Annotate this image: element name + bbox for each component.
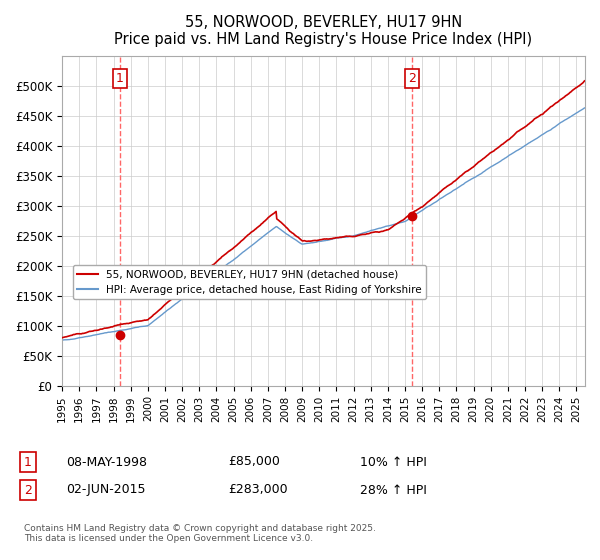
- Text: Contains HM Land Registry data © Crown copyright and database right 2025.
This d: Contains HM Land Registry data © Crown c…: [24, 524, 376, 543]
- Text: £283,000: £283,000: [228, 483, 287, 497]
- Text: 08-MAY-1998: 08-MAY-1998: [66, 455, 147, 469]
- Text: 28% ↑ HPI: 28% ↑ HPI: [360, 483, 427, 497]
- Text: 1: 1: [24, 455, 32, 469]
- Legend: 55, NORWOOD, BEVERLEY, HU17 9HN (detached house), HPI: Average price, detached h: 55, NORWOOD, BEVERLEY, HU17 9HN (detache…: [73, 265, 425, 299]
- Text: 1: 1: [116, 72, 124, 85]
- Text: 2: 2: [24, 483, 32, 497]
- Text: £85,000: £85,000: [228, 455, 280, 469]
- Text: 02-JUN-2015: 02-JUN-2015: [66, 483, 146, 497]
- Title: 55, NORWOOD, BEVERLEY, HU17 9HN
Price paid vs. HM Land Registry's House Price In: 55, NORWOOD, BEVERLEY, HU17 9HN Price pa…: [115, 15, 533, 48]
- Text: 10% ↑ HPI: 10% ↑ HPI: [360, 455, 427, 469]
- Text: 2: 2: [408, 72, 416, 85]
